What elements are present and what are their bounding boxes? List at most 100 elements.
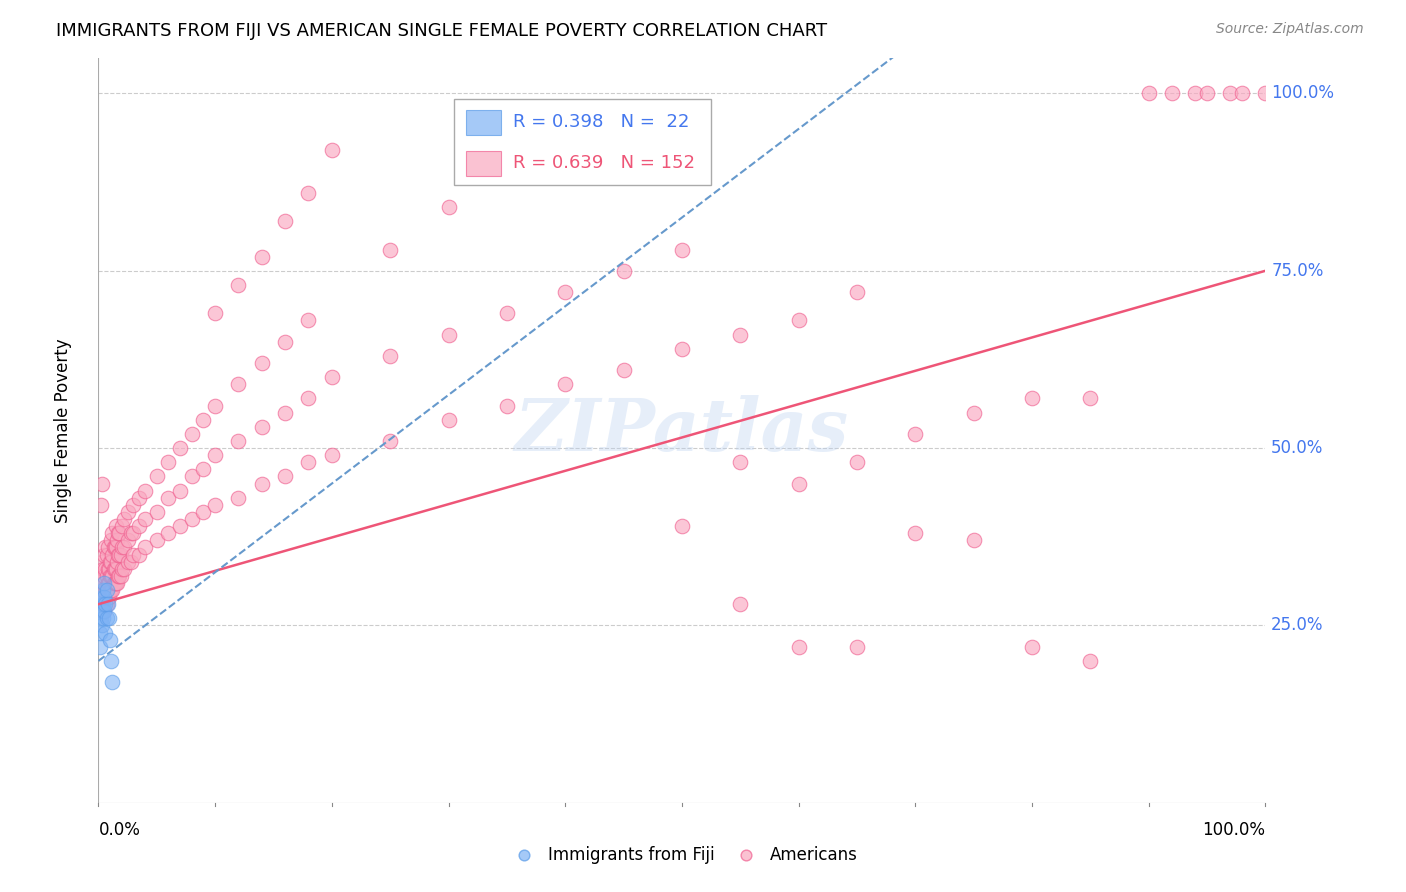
Point [1080, 654, 1102, 668]
Point [90, 555, 112, 569]
Point [321, 448, 343, 462]
Point [157, 455, 180, 469]
Point [274, 214, 297, 228]
Point [94, 597, 117, 611]
Point [1137, 87, 1160, 101]
Point [90, 590, 112, 604]
Point [112, 562, 135, 576]
Point [1219, 87, 1241, 101]
Point [122, 526, 145, 541]
Point [962, 533, 984, 548]
Point [496, 399, 519, 413]
Point [108, 526, 131, 541]
Point [122, 498, 145, 512]
Point [321, 143, 343, 157]
Point [613, 264, 636, 278]
Point [671, 519, 693, 533]
Point [204, 306, 226, 320]
Point [91, 582, 114, 597]
Text: 0.0%: 0.0% [98, 821, 141, 838]
Point [93, 575, 115, 590]
Point [100, 533, 122, 548]
Point [671, 342, 693, 356]
Point [297, 455, 319, 469]
Point [105, 575, 128, 590]
Point [97, 590, 120, 604]
Point [90, 582, 112, 597]
Point [90, 604, 112, 618]
Point [97, 597, 120, 611]
Point [101, 675, 124, 690]
Point [107, 569, 129, 583]
Point [437, 200, 460, 214]
Point [613, 363, 636, 377]
Point [112, 541, 135, 555]
Point [110, 569, 132, 583]
Point [297, 186, 319, 200]
Point [91, 597, 114, 611]
Point [97, 575, 120, 590]
Point [180, 469, 202, 483]
Point [134, 483, 156, 498]
Point [169, 483, 191, 498]
Point [101, 526, 124, 541]
Point [380, 349, 402, 363]
Point [90, 476, 112, 491]
Point [97, 611, 120, 625]
Point [93, 590, 115, 604]
Point [120, 555, 142, 569]
Point [91, 575, 114, 590]
Point [90, 611, 112, 625]
Point [787, 476, 810, 491]
Point [93, 590, 115, 604]
Text: ZIPatlas: ZIPatlas [515, 395, 849, 466]
Point [97, 590, 120, 604]
Point [105, 555, 128, 569]
Point [193, 413, 215, 427]
Point [904, 526, 927, 541]
Point [97, 562, 120, 576]
Text: 75.0%: 75.0% [1271, 261, 1323, 280]
Point [100, 582, 122, 597]
Point [146, 469, 169, 483]
Point [1021, 392, 1043, 406]
Point [169, 519, 191, 533]
Point [1184, 87, 1206, 101]
Point [204, 399, 226, 413]
Point [98, 555, 121, 569]
Point [496, 306, 519, 320]
Point [111, 541, 134, 555]
Point [104, 562, 127, 576]
Point [274, 334, 297, 349]
Point [962, 406, 984, 420]
Point [112, 512, 135, 526]
Text: R = 0.639   N = 152: R = 0.639 N = 152 [513, 154, 695, 172]
Point [169, 441, 191, 455]
Point [787, 313, 810, 327]
Point [101, 582, 124, 597]
Point [101, 548, 124, 562]
Point [204, 498, 226, 512]
Point [100, 654, 122, 668]
Point [513, 846, 536, 860]
Point [274, 406, 297, 420]
Text: 25.0%: 25.0% [1271, 616, 1323, 634]
Text: Americans: Americans [769, 846, 858, 864]
Point [671, 243, 693, 257]
Point [297, 392, 319, 406]
Point [554, 377, 576, 392]
Point [554, 285, 576, 299]
Point [1161, 87, 1184, 101]
Point [104, 562, 127, 576]
Point [846, 640, 869, 654]
Point [735, 846, 758, 860]
Point [110, 548, 132, 562]
FancyBboxPatch shape [465, 110, 501, 135]
Point [93, 604, 115, 618]
Text: Source: ZipAtlas.com: Source: ZipAtlas.com [1216, 22, 1364, 37]
Point [98, 582, 121, 597]
FancyBboxPatch shape [465, 151, 501, 176]
Point [730, 327, 752, 342]
Point [204, 448, 226, 462]
Text: R = 0.398   N =  22: R = 0.398 N = 22 [513, 113, 689, 131]
